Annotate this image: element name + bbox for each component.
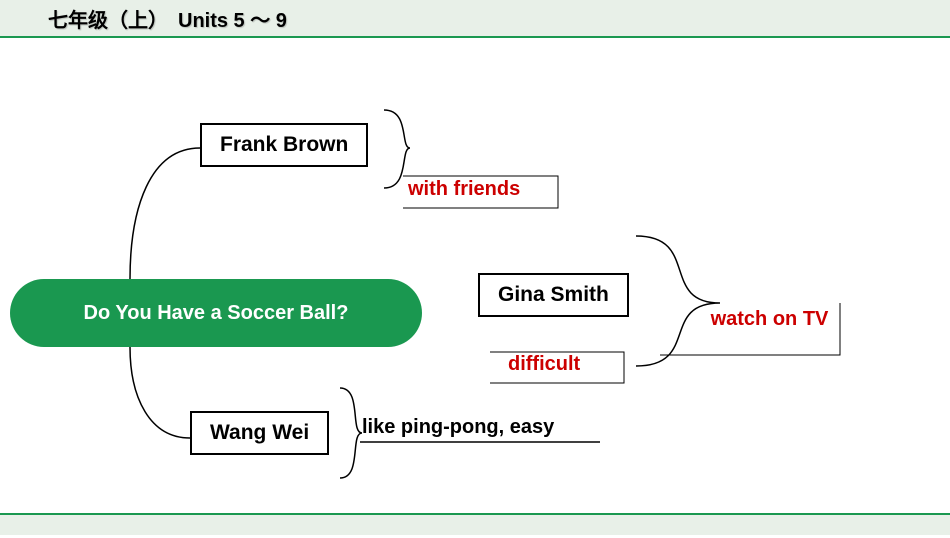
node-frank-label: Frank Brown xyxy=(220,133,348,157)
page-header: 七年级（上） Units 5 ～ 9 xyxy=(0,0,950,38)
header-title: 七年级（上） Units 5 ～ 9 xyxy=(48,4,287,33)
leaf-pingpong: like ping-pong, easy xyxy=(362,416,554,439)
leaf-difficult-label: difficult xyxy=(508,353,580,375)
root-label: Do You Have a Soccer Ball? xyxy=(84,302,349,325)
mindmap-canvas: Do You Have a Soccer Ball? Frank Brown G… xyxy=(0,38,950,513)
node-wang-label: Wang Wei xyxy=(210,421,309,445)
page-footer xyxy=(0,513,950,535)
leaf-watch-tv-label: watch on TV xyxy=(711,308,829,330)
leaf-difficult: difficult xyxy=(508,353,580,376)
leaf-watch-tv: watch on TV xyxy=(702,308,837,330)
node-gina-label: Gina Smith xyxy=(498,283,609,307)
root-node: Do You Have a Soccer Ball? xyxy=(10,279,422,347)
node-wang: Wang Wei xyxy=(190,411,329,455)
leaf-pingpong-label: like ping-pong, easy xyxy=(362,416,554,438)
leaf-with-friends: with friends xyxy=(408,178,520,201)
node-gina: Gina Smith xyxy=(478,273,629,317)
leaf-with-friends-label: with friends xyxy=(408,178,520,200)
node-frank: Frank Brown xyxy=(200,123,368,167)
